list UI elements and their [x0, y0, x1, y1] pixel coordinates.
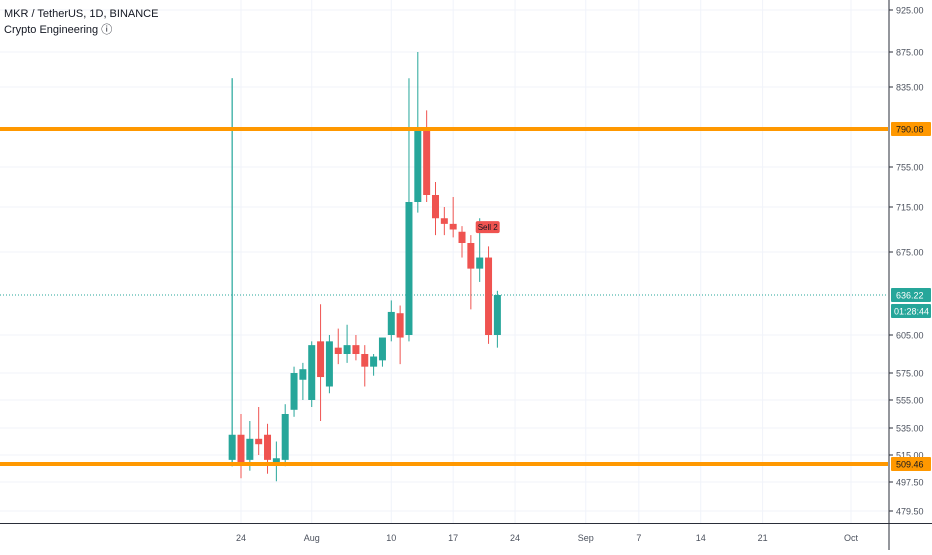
time-tick-label: 24 — [236, 533, 246, 543]
price-tick-label: 605.00 — [896, 331, 924, 341]
candle-body-down[interactable] — [458, 231, 466, 243]
time-tick-label: Oct — [844, 533, 859, 543]
price-tick-label: 479.50 — [896, 507, 924, 517]
price-tick-label: 555.00 — [896, 396, 924, 406]
candle-body-up[interactable] — [299, 369, 307, 380]
candle-body-up[interactable] — [378, 337, 386, 361]
countdown-tag — [891, 304, 931, 318]
candle-body-down[interactable] — [334, 347, 342, 354]
candle-body-down[interactable] — [449, 223, 457, 230]
price-tick-label: 925.00 — [896, 6, 924, 16]
price-tick-label: 875.00 — [896, 48, 924, 58]
level-price-label: 790.08 — [896, 125, 924, 135]
countdown-label: 01:28:44 — [894, 307, 929, 317]
candle-body-up[interactable] — [228, 434, 236, 460]
time-tick-label: 17 — [448, 533, 458, 543]
price-tick-label: 515.00 — [896, 451, 924, 461]
candle-body-down[interactable] — [264, 434, 272, 460]
price-tick-label: 715.00 — [896, 203, 924, 213]
candle-body-up[interactable] — [272, 458, 280, 465]
price-tick-label: 535.00 — [896, 424, 924, 434]
time-tick-label: Sep — [578, 533, 594, 543]
candle-body-up[interactable] — [246, 438, 254, 460]
time-tick-label: 24 — [510, 533, 520, 543]
candle-body-down[interactable] — [237, 434, 245, 464]
candle-body-down[interactable] — [255, 438, 263, 445]
candle-body-up[interactable] — [308, 345, 316, 400]
price-tick-label: 675.00 — [896, 248, 924, 258]
price-tick-label: 835.00 — [896, 83, 924, 93]
candle-body-up[interactable] — [476, 257, 484, 269]
candle-body-up[interactable] — [493, 295, 501, 335]
candle-body-up[interactable] — [414, 129, 422, 202]
candle-body-down[interactable] — [485, 257, 493, 335]
candle-body-up[interactable] — [281, 414, 289, 460]
candle-body-up[interactable] — [405, 202, 413, 335]
candle-body-down[interactable] — [361, 354, 369, 367]
price-tick-label: 497.50 — [896, 478, 924, 488]
time-tick-label: 14 — [696, 533, 706, 543]
level-price-tag — [891, 122, 931, 136]
current-price-tag — [891, 288, 931, 302]
candle-body-down[interactable] — [431, 195, 439, 219]
time-tick-label: Aug — [304, 533, 320, 543]
sell-signal-label: Sell 2 — [478, 223, 499, 232]
price-tick-label: 575.00 — [896, 369, 924, 379]
current-price-label: 636.22 — [896, 291, 924, 301]
time-tick-label: 10 — [386, 533, 396, 543]
price-tick-label: 755.00 — [896, 163, 924, 173]
candle-body-down[interactable] — [352, 345, 360, 354]
candle-body-up[interactable] — [290, 373, 298, 410]
level-price-label: 509.46 — [896, 460, 924, 470]
candle-body-up[interactable] — [343, 345, 351, 354]
candle-body-down[interactable] — [467, 243, 475, 269]
candle-body-down[interactable] — [396, 313, 404, 338]
candle-body-up[interactable] — [387, 311, 395, 335]
level-price-tag — [891, 457, 931, 471]
time-tick-label: 7 — [636, 533, 641, 543]
candle-body-up[interactable] — [325, 341, 333, 387]
time-tick-label: 21 — [758, 533, 768, 543]
candle-body-up[interactable] — [370, 356, 378, 367]
candle-body-down[interactable] — [440, 218, 448, 224]
candle-body-down[interactable] — [423, 129, 431, 195]
candle-body-down[interactable] — [317, 341, 325, 378]
sell-signal-label-bg[interactable] — [475, 221, 500, 234]
